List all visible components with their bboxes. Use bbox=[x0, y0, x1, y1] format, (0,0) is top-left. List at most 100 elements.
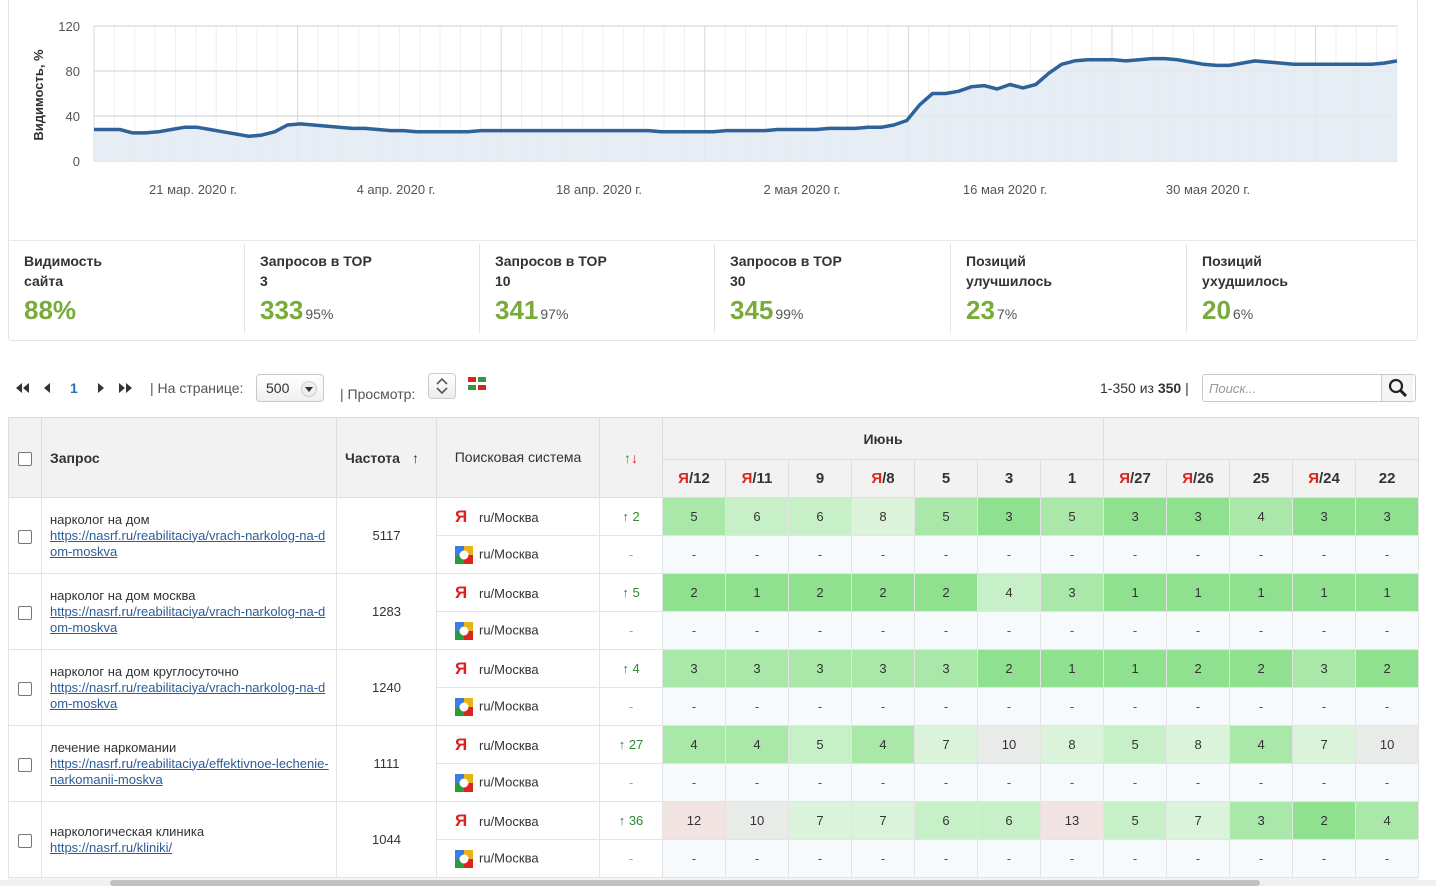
position-cell-empty: - bbox=[1103, 839, 1168, 878]
date-header[interactable]: Я/26 bbox=[1166, 459, 1231, 498]
date-header[interactable]: 1 bbox=[1039, 459, 1105, 498]
position-cell[interactable]: 3 bbox=[914, 649, 978, 688]
position-cell[interactable]: 3 bbox=[1166, 497, 1231, 536]
position-cell[interactable]: 2 bbox=[1166, 649, 1231, 688]
position-cell[interactable]: 1 bbox=[1103, 573, 1168, 612]
view-grid-button[interactable] bbox=[466, 368, 488, 400]
date-header[interactable]: Я/11 bbox=[725, 459, 789, 498]
row-checkbox[interactable] bbox=[18, 605, 32, 620]
position-cell[interactable]: 10 bbox=[1355, 725, 1420, 764]
position-cell[interactable]: 3 bbox=[851, 649, 915, 688]
date-header[interactable]: 9 bbox=[788, 459, 852, 498]
position-cell[interactable]: 1 bbox=[725, 573, 789, 612]
per-page-select[interactable]: 500 bbox=[256, 374, 324, 402]
date-header[interactable]: Я/12 bbox=[662, 459, 726, 498]
position-cell[interactable]: 12 bbox=[662, 801, 726, 840]
position-cell[interactable]: 5 bbox=[1103, 801, 1168, 840]
search-button[interactable] bbox=[1381, 375, 1413, 401]
date-header[interactable]: 3 bbox=[977, 459, 1041, 498]
position-cell[interactable]: 8 bbox=[1166, 725, 1231, 764]
position-cell[interactable]: 1 bbox=[1229, 573, 1294, 612]
date-header[interactable]: 25 bbox=[1229, 459, 1294, 498]
query-url-link[interactable]: https://nasrf.ru/reabilitaciya/vrach-nar… bbox=[50, 527, 326, 559]
position-cell[interactable]: 2 bbox=[788, 573, 852, 612]
position-cell[interactable]: 2 bbox=[1355, 649, 1420, 688]
row-checkbox[interactable] bbox=[18, 681, 32, 696]
position-cell[interactable]: 3 bbox=[1355, 497, 1420, 536]
query-url-link[interactable]: https://nasrf.ru/kliniki/ bbox=[50, 839, 173, 855]
position-cell[interactable]: 6 bbox=[788, 497, 852, 536]
position-cell[interactable]: 6 bbox=[977, 801, 1041, 840]
position-cell[interactable]: 5 bbox=[914, 497, 978, 536]
position-cell[interactable]: 2 bbox=[977, 649, 1041, 688]
position-cell[interactable]: 8 bbox=[851, 497, 915, 536]
position-cell[interactable]: 10 bbox=[725, 801, 789, 840]
position-cell[interactable]: 1 bbox=[1166, 573, 1231, 612]
position-cell[interactable]: 3 bbox=[788, 649, 852, 688]
frequency-header[interactable]: Частота ↑ bbox=[336, 417, 437, 498]
current-page[interactable]: 1 bbox=[70, 380, 78, 396]
position-cell[interactable]: 4 bbox=[977, 573, 1041, 612]
position-cell[interactable]: 10 bbox=[977, 725, 1041, 764]
position-cell[interactable]: 3 bbox=[1103, 497, 1168, 536]
position-cell[interactable]: 7 bbox=[851, 801, 915, 840]
position-cell[interactable]: 2 bbox=[662, 573, 726, 612]
position-cell[interactable]: 1 bbox=[1355, 573, 1420, 612]
position-cell[interactable]: 5 bbox=[662, 497, 726, 536]
position-cell[interactable]: 2 bbox=[1292, 801, 1357, 840]
position-cell[interactable]: 3 bbox=[1292, 649, 1357, 688]
position-cell[interactable]: 3 bbox=[977, 497, 1041, 536]
position-cell[interactable]: 3 bbox=[1292, 497, 1357, 536]
query-url-link[interactable]: https://nasrf.ru/reabilitaciya/vrach-nar… bbox=[50, 679, 326, 711]
position-cell[interactable]: 6 bbox=[914, 801, 978, 840]
position-cell[interactable]: 6 bbox=[725, 497, 789, 536]
position-cell[interactable]: 8 bbox=[1039, 725, 1105, 764]
position-cell[interactable]: 3 bbox=[1229, 801, 1294, 840]
select-all-checkbox[interactable] bbox=[18, 451, 32, 466]
horizontal-scrollbar[interactable] bbox=[0, 880, 1436, 886]
row-checkbox[interactable] bbox=[18, 833, 32, 848]
position-cell[interactable]: 5 bbox=[1039, 497, 1105, 536]
position-cell[interactable]: 4 bbox=[1229, 497, 1294, 536]
position-cell[interactable]: 13 bbox=[1039, 801, 1105, 840]
position-cell[interactable]: 4 bbox=[662, 725, 726, 764]
position-cell[interactable]: 3 bbox=[1039, 573, 1105, 612]
date-header[interactable]: Я/24 bbox=[1292, 459, 1357, 498]
date-header[interactable]: 5 bbox=[914, 459, 978, 498]
position-cell[interactable]: 1 bbox=[1103, 649, 1168, 688]
position-cell[interactable]: 3 bbox=[725, 649, 789, 688]
position-cell[interactable]: 2 bbox=[851, 573, 915, 612]
position-cell[interactable]: 7 bbox=[914, 725, 978, 764]
position-cell[interactable]: 5 bbox=[1103, 725, 1168, 764]
position-cell[interactable]: 1 bbox=[1039, 649, 1105, 688]
date-header[interactable]: Я/27 bbox=[1103, 459, 1168, 498]
position-cell[interactable]: 2 bbox=[914, 573, 978, 612]
position-cell[interactable]: 7 bbox=[788, 801, 852, 840]
position-cell[interactable]: 3 bbox=[662, 649, 726, 688]
row-checkbox[interactable] bbox=[18, 529, 32, 544]
query-url-link[interactable]: https://nasrf.ru/reabilitaciya/vrach-nar… bbox=[50, 603, 326, 635]
position-cell[interactable]: 1 bbox=[1292, 573, 1357, 612]
query-header[interactable]: Запрос bbox=[41, 417, 337, 498]
position-cell[interactable]: 4 bbox=[1229, 725, 1294, 764]
date-header[interactable]: Я/8 bbox=[851, 459, 915, 498]
position-cell[interactable]: 7 bbox=[1292, 725, 1357, 764]
next-page-icon[interactable] bbox=[96, 372, 106, 404]
position-cell[interactable]: 4 bbox=[725, 725, 789, 764]
position-cell[interactable]: 2 bbox=[1229, 649, 1294, 688]
last-page-icon[interactable] bbox=[118, 372, 134, 404]
kpi-label: Позиций улучшилось bbox=[966, 253, 1052, 289]
search-input[interactable] bbox=[1203, 376, 1381, 400]
view-sort-button[interactable] bbox=[428, 373, 456, 399]
delta-header[interactable]: ↑↓ bbox=[599, 417, 663, 498]
date-header[interactable]: 22 bbox=[1355, 459, 1420, 498]
first-page-icon[interactable] bbox=[14, 372, 30, 404]
prev-page-icon[interactable] bbox=[42, 372, 52, 404]
position-cell[interactable]: 5 bbox=[788, 725, 852, 764]
row-checkbox[interactable] bbox=[18, 757, 32, 772]
position-cell[interactable]: 4 bbox=[851, 725, 915, 764]
position-cell[interactable]: 7 bbox=[1166, 801, 1231, 840]
position-cell[interactable]: 4 bbox=[1355, 801, 1420, 840]
scrollbar-thumb[interactable] bbox=[110, 880, 1260, 886]
query-url-link[interactable]: https://nasrf.ru/reabilitaciya/effektivn… bbox=[50, 755, 329, 787]
